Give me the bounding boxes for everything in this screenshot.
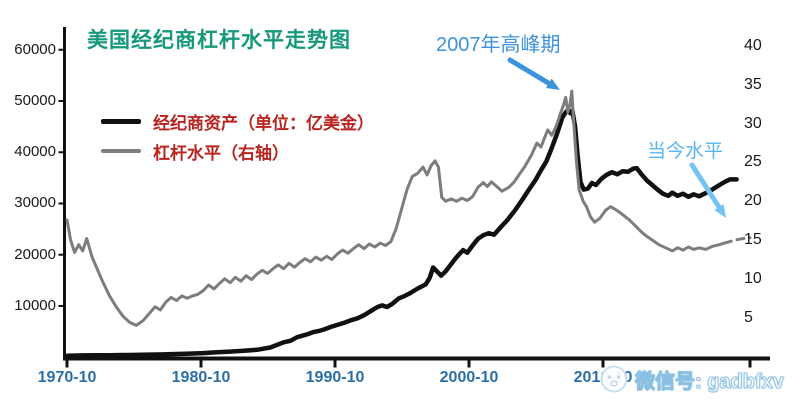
current-level-arrow-shaft [689, 162, 722, 210]
annotation-current-level: 当今水平 [647, 141, 724, 162]
current-level-arrow-head [714, 204, 726, 218]
x-axis-label-1990-10: 1990-10 [305, 369, 365, 386]
right-axis-label-20: 20 [744, 192, 762, 210]
series-line-0 [64, 107, 739, 358]
left-axis-label-10000: 10000 [14, 296, 56, 314]
page-title: 美国经纪商杠杆水平走势图 [87, 29, 351, 52]
legend-label-broker-assets: 经纪商资产（单位：亿美金） [153, 113, 374, 133]
x-axis-label-1970-10: 1970-10 [37, 369, 97, 386]
annotation-2007-peak: 2007年高峰期 [436, 34, 561, 56]
series-line-1 [65, 89, 726, 327]
watermark-text: 微信号: gadbfxv [635, 370, 785, 393]
wechat-face-icon [600, 365, 628, 393]
right-axis-label-40: 40 [744, 37, 762, 55]
right-axis-label-15: 15 [744, 231, 762, 249]
legend: 经纪商资产（单位：亿美金） 杠杆水平（右轴） [101, 106, 374, 166]
peak-2007-arrow-shaft [507, 57, 552, 86]
right-axis-label-25: 25 [744, 153, 762, 171]
legend-swatch-leverage-level [101, 149, 141, 153]
right-axis-label-30: 30 [744, 114, 762, 132]
legend-item-broker-assets: 经纪商资产（单位：亿美金） [101, 106, 374, 136]
left-axis-label-20000: 20000 [14, 245, 56, 263]
left-axis-label-50000: 50000 [14, 92, 56, 109]
x-axis-label-2000-10: 2000-10 [439, 369, 499, 386]
left-axis-label-60000: 60000 [14, 40, 56, 58]
x-axis-label-1980-10: 1980-10 [171, 369, 231, 386]
peak-2007-arrow-head [546, 78, 560, 90]
right-axis-label-35: 35 [744, 75, 762, 93]
series-line-1-dashed-tail [723, 236, 752, 245]
legend-label-leverage-level: 杠杆水平（右轴） [153, 143, 289, 163]
right-axis-label-5: 5 [744, 308, 753, 326]
left-axis-label-30000: 30000 [14, 194, 56, 212]
watermark: 微信号: gadbfxv [599, 364, 784, 394]
legend-swatch-broker-assets [101, 118, 141, 124]
left-axis-label-40000: 40000 [14, 143, 56, 161]
right-axis-label-10: 10 [744, 269, 762, 287]
legend-item-leverage-level: 杠杆水平（右轴） [101, 136, 374, 166]
